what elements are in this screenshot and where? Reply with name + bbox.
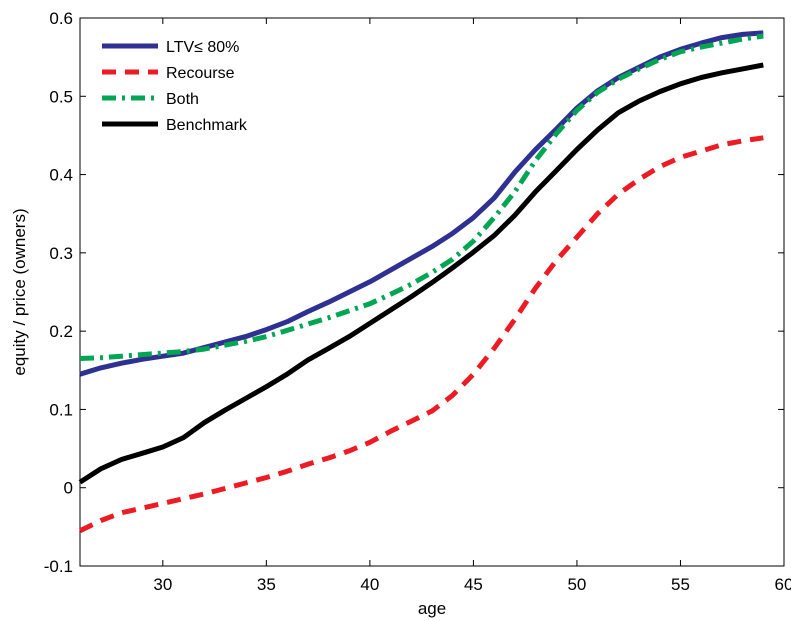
legend-label: LTV≤ 80% — [166, 39, 239, 56]
series-line-recourse — [78, 135, 764, 534]
y-tick-label: 0.4 — [49, 166, 73, 185]
y-tick-label: 0 — [64, 479, 73, 498]
x-axis-label: age — [418, 599, 446, 618]
y-tick-label: -0.1 — [44, 557, 73, 576]
y-tick-label: 0.1 — [49, 400, 73, 419]
y-axis-label: equity / price (owners) — [10, 208, 29, 375]
axis-ticks: 30 35 40 45 50 55 60 -0.1 0 0.1 0.2 0.3 0.4 0.5 0.6 — [44, 9, 791, 594]
x-tick-label: 55 — [671, 575, 690, 594]
x-tick-label: 40 — [360, 575, 379, 594]
plot-area — [79, 17, 785, 567]
x-tick-label: 45 — [464, 575, 483, 594]
legend: LTV≤ 80% Recourse Both Benchmark — [102, 39, 248, 134]
x-tick-label: 50 — [567, 575, 586, 594]
legend-label: Both — [166, 91, 199, 108]
y-tick-label: 0.5 — [49, 87, 73, 106]
x-tick-label: 30 — [153, 575, 172, 594]
x-tick-label: 60 — [775, 575, 791, 594]
legend-label: Recourse — [166, 65, 235, 82]
series-line-benchmark — [78, 62, 764, 485]
legend-label: Benchmark — [166, 117, 248, 134]
series-line-both — [79, 33, 764, 361]
x-tick-label: 35 — [257, 575, 276, 594]
series-group — [78, 30, 764, 534]
y-tick-label: 0.6 — [49, 9, 73, 28]
y-tick-label: 0.2 — [49, 322, 73, 341]
y-tick-label: 0.3 — [49, 244, 73, 263]
